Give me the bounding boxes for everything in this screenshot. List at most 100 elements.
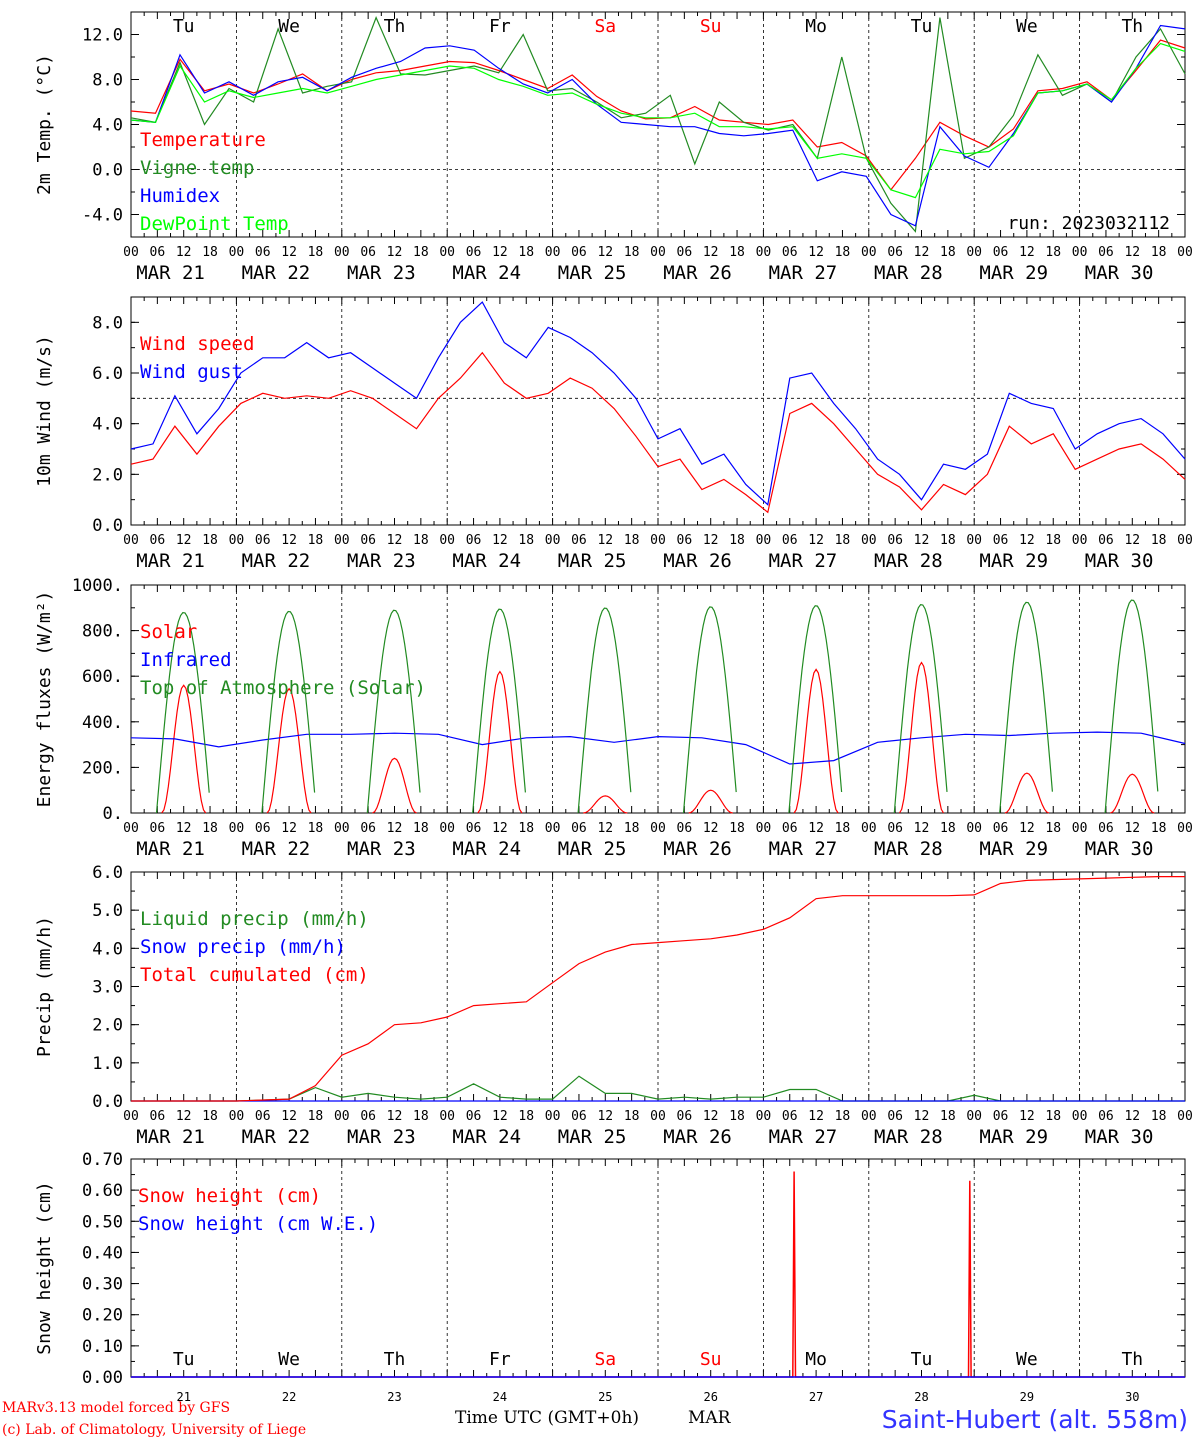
x-hour-label: 00: [229, 1109, 245, 1124]
y-axis-label: 10m Wind (m/s): [34, 335, 55, 487]
x-hour-label: 18: [1151, 821, 1167, 836]
x-date-label: MAR 30: [1085, 550, 1154, 572]
y-tick-label: 200.: [82, 758, 123, 778]
x-hour-label: 00: [334, 821, 350, 836]
x-date-label: MAR 27: [769, 838, 838, 860]
x-hour-label: 00: [650, 533, 666, 548]
x-hour-label: 00: [756, 533, 772, 548]
x-hour-label: 00: [123, 245, 139, 260]
x-hour-label: 00: [966, 821, 982, 836]
x-hour-label: 12: [1019, 1109, 1035, 1124]
x-date-label: MAR 27: [769, 1126, 838, 1148]
x-hour-label: 06: [571, 245, 587, 260]
x-date-label: MAR 23: [347, 838, 416, 860]
x-hour-label: 18: [624, 1109, 640, 1124]
day-number-label: 28: [914, 1390, 928, 1404]
day-name-label: We: [278, 1349, 300, 1370]
day-name-label: Th: [384, 16, 406, 37]
x-hour-label: 00: [439, 245, 455, 260]
x-hour-label: 18: [202, 1109, 218, 1124]
x-date-label: MAR 30: [1085, 1126, 1154, 1148]
day-name-label: We: [1016, 16, 1038, 37]
x-hour-label: 12: [1019, 533, 1035, 548]
station-label: Saint-Hubert (alt. 558m): [882, 1405, 1188, 1434]
x-hour-label: 06: [887, 821, 903, 836]
day-name-label: We: [278, 16, 300, 37]
legend-entry: Liquid precip (mm/h): [140, 908, 369, 930]
x-hour-label: 06: [150, 533, 166, 548]
x-date-label: MAR 22: [242, 262, 311, 284]
x-date-label: MAR 21: [136, 1126, 205, 1148]
x-hour-label: 18: [308, 533, 324, 548]
y-axis-label: Precip (mm/h): [34, 916, 55, 1057]
y-tick-label: 12.0: [82, 26, 123, 46]
x-hour-label: 12: [597, 245, 613, 260]
x-hour-label: 00: [545, 1109, 561, 1124]
day-name-label: Th: [1121, 16, 1143, 37]
x-hour-label: 18: [1151, 245, 1167, 260]
legend-entry: Total cumulated (cm): [140, 964, 369, 986]
x-hour-label: 00: [1072, 533, 1088, 548]
y-tick-label: 4.0: [92, 116, 123, 136]
x-date-label: MAR 21: [136, 262, 205, 284]
x-hour-label: 06: [360, 821, 376, 836]
x-hour-label: 18: [729, 821, 745, 836]
x-hour-label: 12: [1019, 245, 1035, 260]
x-hour-label: 12: [808, 533, 824, 548]
y-tick-label: 0.10: [82, 1337, 123, 1357]
x-date-label: MAR 22: [242, 838, 311, 860]
x-hour-label: 12: [281, 245, 297, 260]
x-date-label: MAR 26: [663, 838, 732, 860]
x-hour-label: 12: [281, 821, 297, 836]
x-hour-label: 00: [756, 1109, 772, 1124]
series-line: [130, 42, 1186, 199]
legend-entry: DewPoint Temp: [140, 213, 289, 235]
x-date-label: MAR 26: [663, 1126, 732, 1148]
y-tick-label: 0.30: [82, 1275, 123, 1295]
x-hour-label: 12: [387, 1109, 403, 1124]
x-hour-label: 18: [413, 1109, 429, 1124]
panel-2: 8.0 6.0 4.0 2.0 0.0 10m Wind (m/s) 00 06 12 18 MAR…: [34, 296, 1193, 572]
credit-line-2: (c) Lab. of Climatology, University of L…: [2, 1422, 306, 1438]
x-hour-label: 12: [281, 533, 297, 548]
x-hour-label: 00: [439, 821, 455, 836]
x-date-label: MAR 30: [1085, 262, 1154, 284]
x-hour-label: 18: [1151, 1109, 1167, 1124]
x-date-label: MAR 29: [979, 262, 1048, 284]
y-tick-label: 8.0: [92, 71, 123, 91]
x-hour-label: 12: [914, 1109, 930, 1124]
x-hour-label: 06: [255, 1109, 271, 1124]
y-tick-label: 8.0: [92, 313, 123, 333]
x-hour-label: 12: [703, 821, 719, 836]
x-hour-label: 12: [597, 1109, 613, 1124]
y-tick-label: 2.0: [92, 1016, 123, 1036]
x-hour-label: 18: [835, 533, 851, 548]
x-hour-label: 06: [887, 245, 903, 260]
y-tick-label: 1.0: [92, 1054, 123, 1074]
x-hour-label: 00: [1177, 821, 1193, 836]
x-hour-label: 00: [861, 533, 877, 548]
panel-3: 1000. 800. 600. 400. 200. 0. Energy fluxes (W/…: [34, 576, 1193, 860]
x-date-label: MAR 24: [452, 550, 521, 572]
x-hour-label: 00: [861, 821, 877, 836]
x-hour-label: 00: [545, 245, 561, 260]
x-hour-label: 06: [782, 533, 798, 548]
panel-4: 6.0 5.0 4.0 3.0 2.0 1.0 0.0 Precip (mm/h) 00 06 12…: [34, 863, 1193, 1148]
series-line: [130, 24, 1186, 227]
y-tick-label: 1000.: [72, 576, 123, 596]
x-hour-label: 00: [861, 1109, 877, 1124]
x-hour-label: 00: [650, 1109, 666, 1124]
y-tick-label: 0.20: [82, 1306, 123, 1326]
x-hour-label: 18: [308, 821, 324, 836]
x-hour-label: 00: [1177, 245, 1193, 260]
x-hour-label: 06: [571, 533, 587, 548]
x-hour-label: 12: [492, 245, 508, 260]
x-hour-label: 06: [782, 1109, 798, 1124]
x-hour-label: 12: [703, 533, 719, 548]
day-name-label: Th: [1121, 1349, 1143, 1370]
day-number-label: 25: [598, 1390, 612, 1404]
x-date-label: MAR 23: [347, 1126, 416, 1148]
y-tick-label: 0.70: [82, 1150, 123, 1170]
x-hour-label: 18: [202, 245, 218, 260]
x-hour-label: 18: [518, 821, 534, 836]
